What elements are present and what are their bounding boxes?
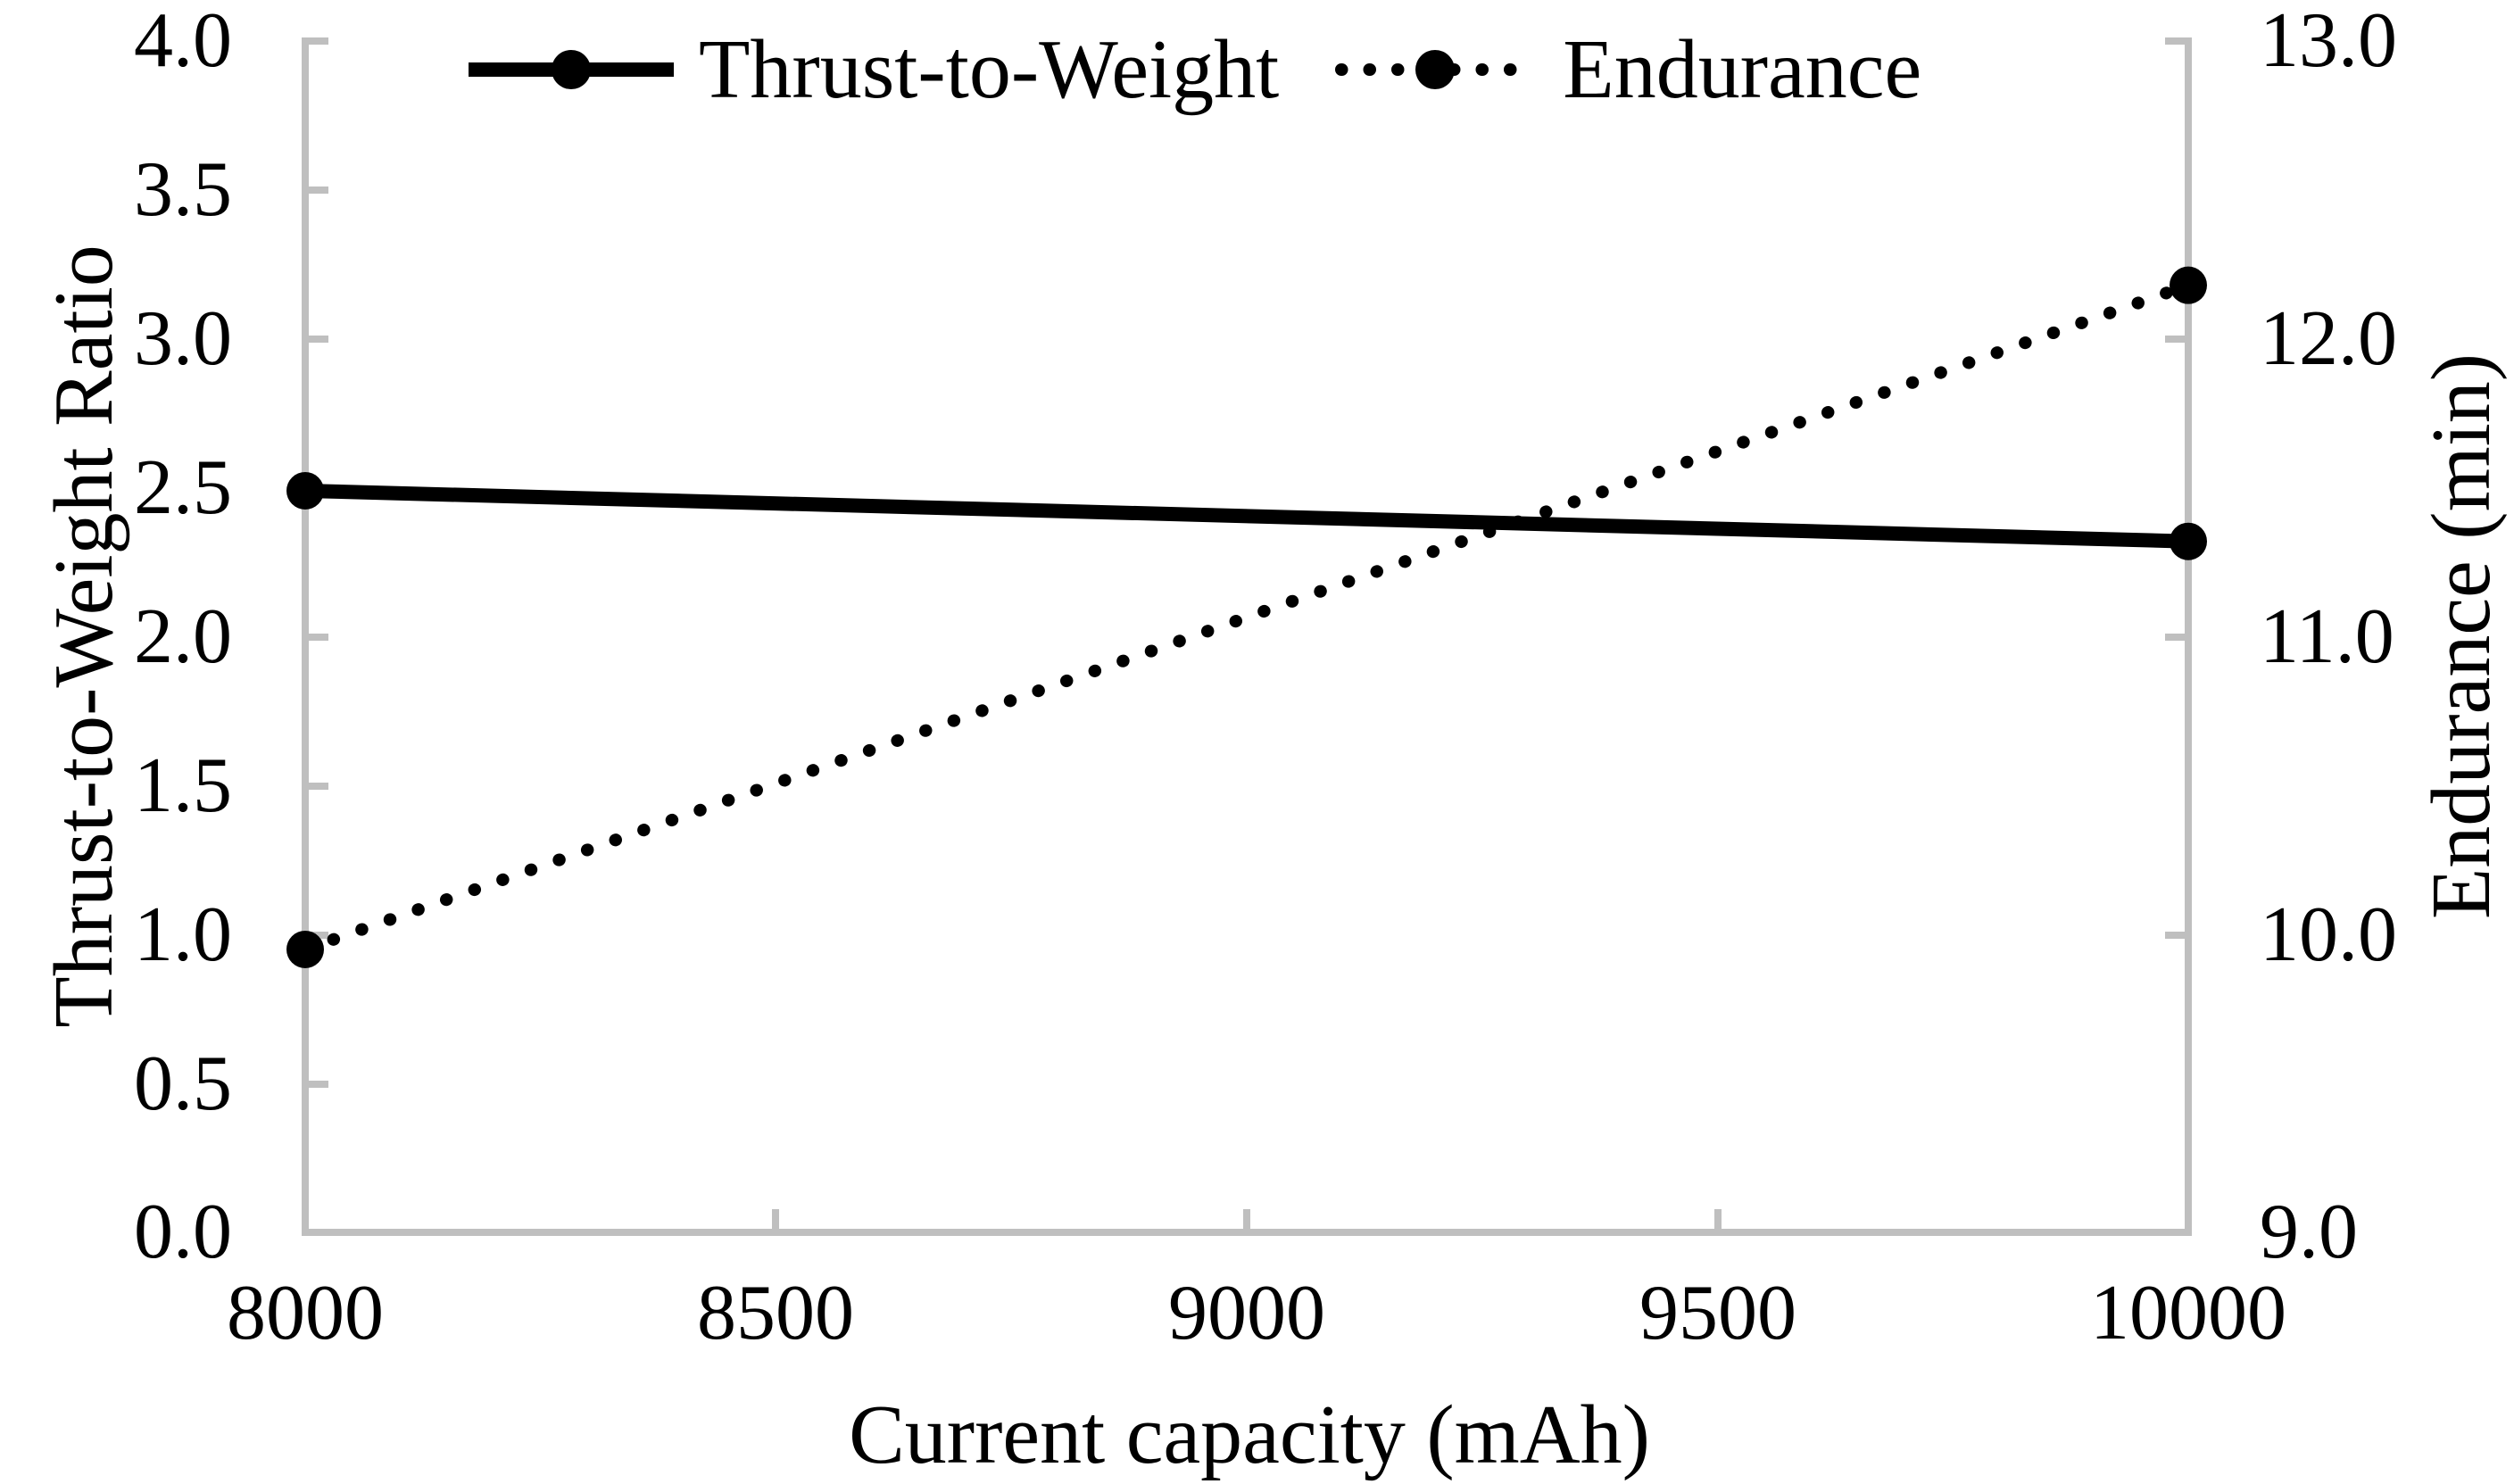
right-axis-tick-label: 12.0 (2260, 295, 2397, 382)
x-axis-title: Current capacity (mAh) (849, 1389, 1650, 1481)
left-axis-tick-label: 1.5 (134, 742, 232, 829)
data-point-marker-thrust-to-weight (286, 471, 324, 510)
data-point-marker-endurance (286, 930, 324, 968)
right-axis-tick-label: 11.0 (2260, 593, 2394, 680)
legend: Thrust-to-Weight Endurance (469, 14, 1921, 125)
data-point-marker-endurance (2170, 266, 2207, 304)
left-axis-title: Thrust-to-Weight Ratio (37, 245, 130, 1028)
left-axis-tick-label: 3.5 (134, 146, 232, 233)
right-axis-tick-label: 13.0 (2260, 0, 2397, 84)
right-axis-tick-label: 10.0 (2260, 891, 2397, 978)
legend-label: Thrust-to-Weight (699, 23, 1280, 116)
x-axis-tick-label: 10000 (2090, 1270, 2286, 1356)
left-axis-tick-label: 3.0 (134, 295, 232, 382)
right-axis-ticks (2165, 37, 2188, 1236)
left-axis-tick-label: 2.5 (134, 444, 232, 531)
right-axis-title: Endurance (min) (2415, 352, 2508, 920)
left-axis-tick-label: 0.0 (134, 1189, 232, 1275)
x-axis-tick-label: 9000 (1168, 1270, 1325, 1356)
left-axis-tick-label: 2.0 (134, 593, 232, 680)
left-axis-tick-label: 0.5 (134, 1040, 232, 1127)
left-axis-tick-label: 4.0 (134, 0, 232, 84)
data-point-marker-thrust-to-weight (2170, 522, 2207, 560)
x-axis-tick-label: 8000 (227, 1270, 384, 1356)
left-axis-tick-label: 1.0 (134, 891, 232, 978)
series-line-thrust-to-weight (304, 483, 2189, 549)
x-axis-ticks (302, 1209, 2192, 1232)
legend-label: Endurance (1563, 23, 1922, 116)
right-axis-tick-label: 9.0 (2260, 1189, 2358, 1275)
series-layer (286, 266, 2207, 968)
legend-solid-line-marker-icon (469, 50, 674, 89)
x-axis-tick-label: 8500 (697, 1270, 854, 1356)
legend-item-endurance: Endurance (1332, 14, 1921, 125)
series-line-endurance (299, 278, 2195, 956)
legend-item-thrust-to-weight: Thrust-to-Weight (469, 14, 1279, 125)
legend-dotted-line-marker-icon (1335, 50, 1539, 89)
x-axis-tick-label: 9500 (1639, 1270, 1796, 1356)
